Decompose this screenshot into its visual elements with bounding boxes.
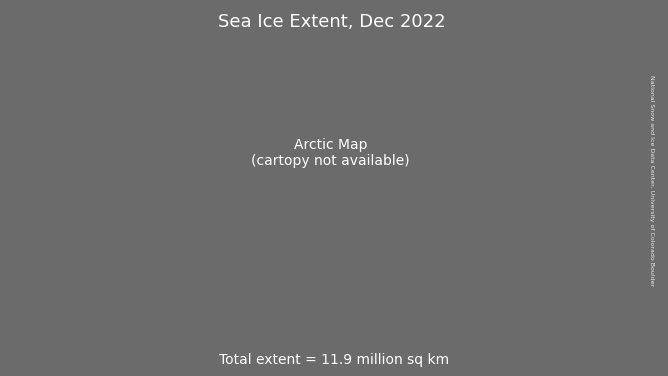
Text: National Snow and Ice Data Center, University of Colorado Boulder: National Snow and Ice Data Center, Unive…	[649, 75, 654, 286]
Text: Arctic Map
(cartopy not available): Arctic Map (cartopy not available)	[251, 138, 410, 168]
Text: Total extent = 11.9 million sq km: Total extent = 11.9 million sq km	[219, 353, 449, 367]
Text: Sea Ice Extent, Dec 2022: Sea Ice Extent, Dec 2022	[218, 13, 446, 31]
